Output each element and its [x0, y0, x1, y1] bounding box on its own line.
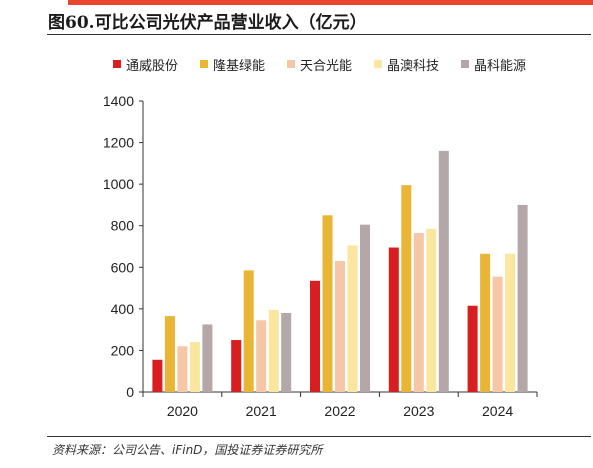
x-tick-label: 2022: [324, 403, 355, 419]
legend-swatch: [200, 60, 208, 68]
legend-label: 晶澳科技: [387, 58, 440, 74]
bar-2024-1: [480, 253, 491, 392]
bar-2020-0: [152, 359, 163, 392]
accent-bar: [68, 0, 593, 5]
bar-2024-0: [467, 305, 478, 392]
y-tick-label: 1000: [103, 176, 134, 192]
legend-item: 晶澳科技: [374, 56, 440, 74]
bar-2024-4: [517, 204, 528, 392]
y-tick-label: 1200: [103, 135, 134, 151]
y-tick-label: 800: [111, 218, 135, 234]
title-divider: [47, 34, 591, 35]
legend-label: 天合光能: [300, 58, 353, 74]
y-tick-label: 600: [111, 259, 135, 275]
y-tick-label: 400: [111, 301, 135, 317]
chart-title: 图60.可比公司光伏产品营业收入（亿元）: [48, 13, 367, 33]
x-tick-label: 2023: [403, 403, 434, 419]
bar-2022-4: [360, 224, 370, 392]
legend-item: 隆基绿能: [200, 56, 266, 74]
legend-label: 晶科能源: [474, 58, 527, 74]
y-tick-label: 0: [126, 384, 134, 400]
source-divider: [47, 436, 591, 437]
legend-item: 通威股份: [113, 56, 179, 74]
legend-swatch: [461, 60, 469, 68]
bar-2024-3: [505, 253, 516, 392]
bar-2023-1: [401, 185, 412, 392]
bar-2020-1: [164, 316, 175, 392]
bar-2021-4: [281, 313, 292, 392]
legend-label: 隆基绿能: [213, 58, 266, 74]
bar-2024-2: [492, 276, 503, 392]
legend-swatch: [287, 60, 295, 68]
x-tick-label: 2020: [167, 403, 198, 419]
y-tick-label: 200: [111, 342, 135, 358]
x-tick-label: 2021: [246, 403, 277, 419]
bar-2022-0: [310, 280, 320, 392]
bar-2020-3: [189, 342, 200, 392]
bar-2021-3: [268, 309, 279, 392]
bar-2022-1: [322, 215, 333, 392]
bar-2023-2: [413, 232, 424, 392]
legend-swatch: [374, 60, 382, 68]
bar-2023-0: [388, 247, 399, 392]
bar-2022-2: [335, 261, 345, 392]
bar-2022-3: [347, 245, 358, 392]
bar-2020-4: [202, 324, 213, 392]
bar-2021-1: [243, 270, 254, 392]
legend-item: 天合光能: [287, 56, 353, 74]
bar-2020-2: [177, 346, 188, 392]
legend-swatch: [113, 60, 121, 68]
legend-item: 晶科能源: [461, 56, 527, 74]
x-tick-label: 2024: [482, 403, 513, 419]
source-note: 资料来源：公司公告、iFinD，国投证券证券研究所: [52, 443, 323, 457]
y-tick-label: 1400: [103, 93, 134, 109]
bar-2023-4: [438, 150, 449, 392]
legend-label: 通威股份: [126, 58, 179, 74]
bar-2021-0: [231, 340, 242, 392]
bar-2021-2: [256, 320, 267, 392]
bar-2023-3: [426, 228, 437, 392]
